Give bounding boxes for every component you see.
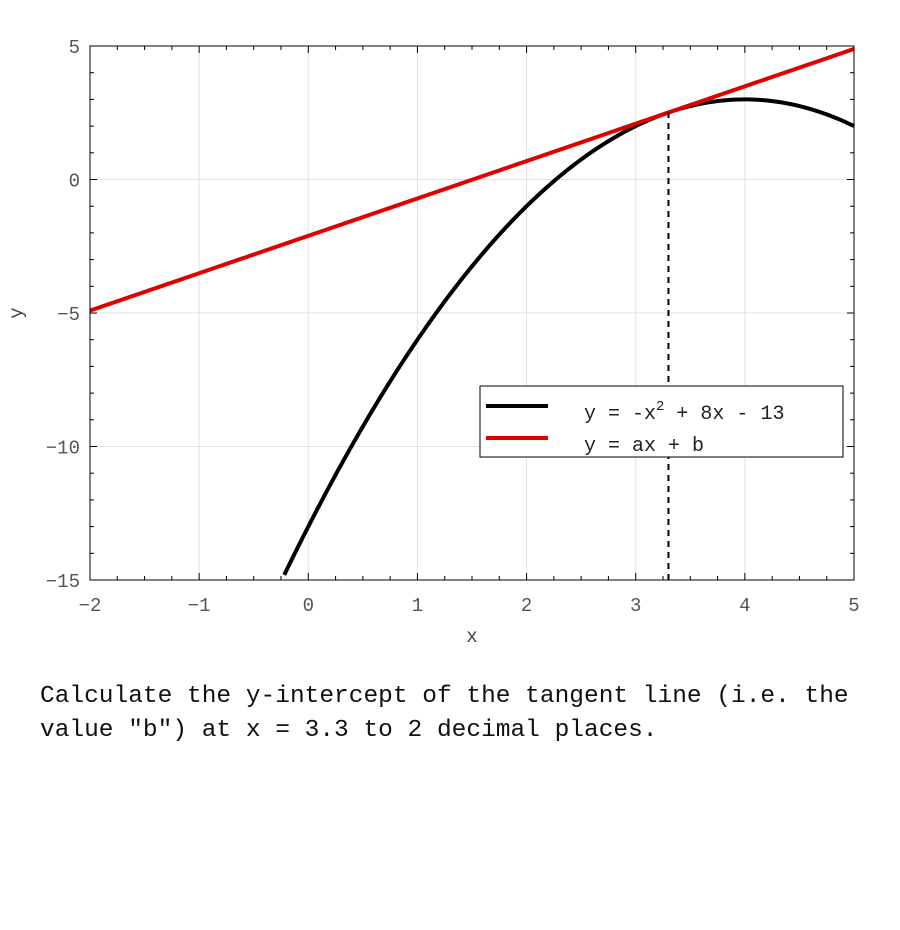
x-tick-label: 3 [630,595,641,617]
tangent-line [89,47,855,313]
y-tick-label: 0 [69,171,80,193]
legend-box [479,385,844,458]
legend-entry-label: y = -x2 + 8x - 13 [584,399,784,426]
x-tick-label: 1 [412,595,423,617]
y-axis-label: y [6,307,28,318]
x-tick-label: 0 [303,595,314,617]
grid [90,46,854,580]
tick-labels: −2 −1 0 1 2 3 4 550−5−10−15 [46,37,860,617]
x-tick-label: −2 [79,595,102,617]
y-tick-label: 5 [69,37,80,59]
y-tick-label: −10 [46,438,80,460]
plot-frame [89,45,855,581]
x-tick-label: 5 [848,595,859,617]
x-tick-label: −1 [188,595,211,617]
y-tick-label: −5 [57,304,80,326]
question-text: Calculate the y-intercept of the tangent… [40,683,849,744]
x-tick-label: 4 [739,595,750,617]
tick-marks [89,45,855,581]
x-tick-label: 2 [521,595,532,617]
parabola-curve [282,97,855,576]
legend: y = -x2 + 8x - 13 y = ax + b [479,385,844,458]
y-tick-label: −15 [46,571,80,593]
x-axis-label: x [466,626,477,648]
series-layer [89,47,855,580]
chart: −2 −1 0 1 2 3 4 550−5−10−15 x y y = -x2 + 8x - … [6,37,860,648]
legend-entry-label: y = ax + b [584,435,704,458]
